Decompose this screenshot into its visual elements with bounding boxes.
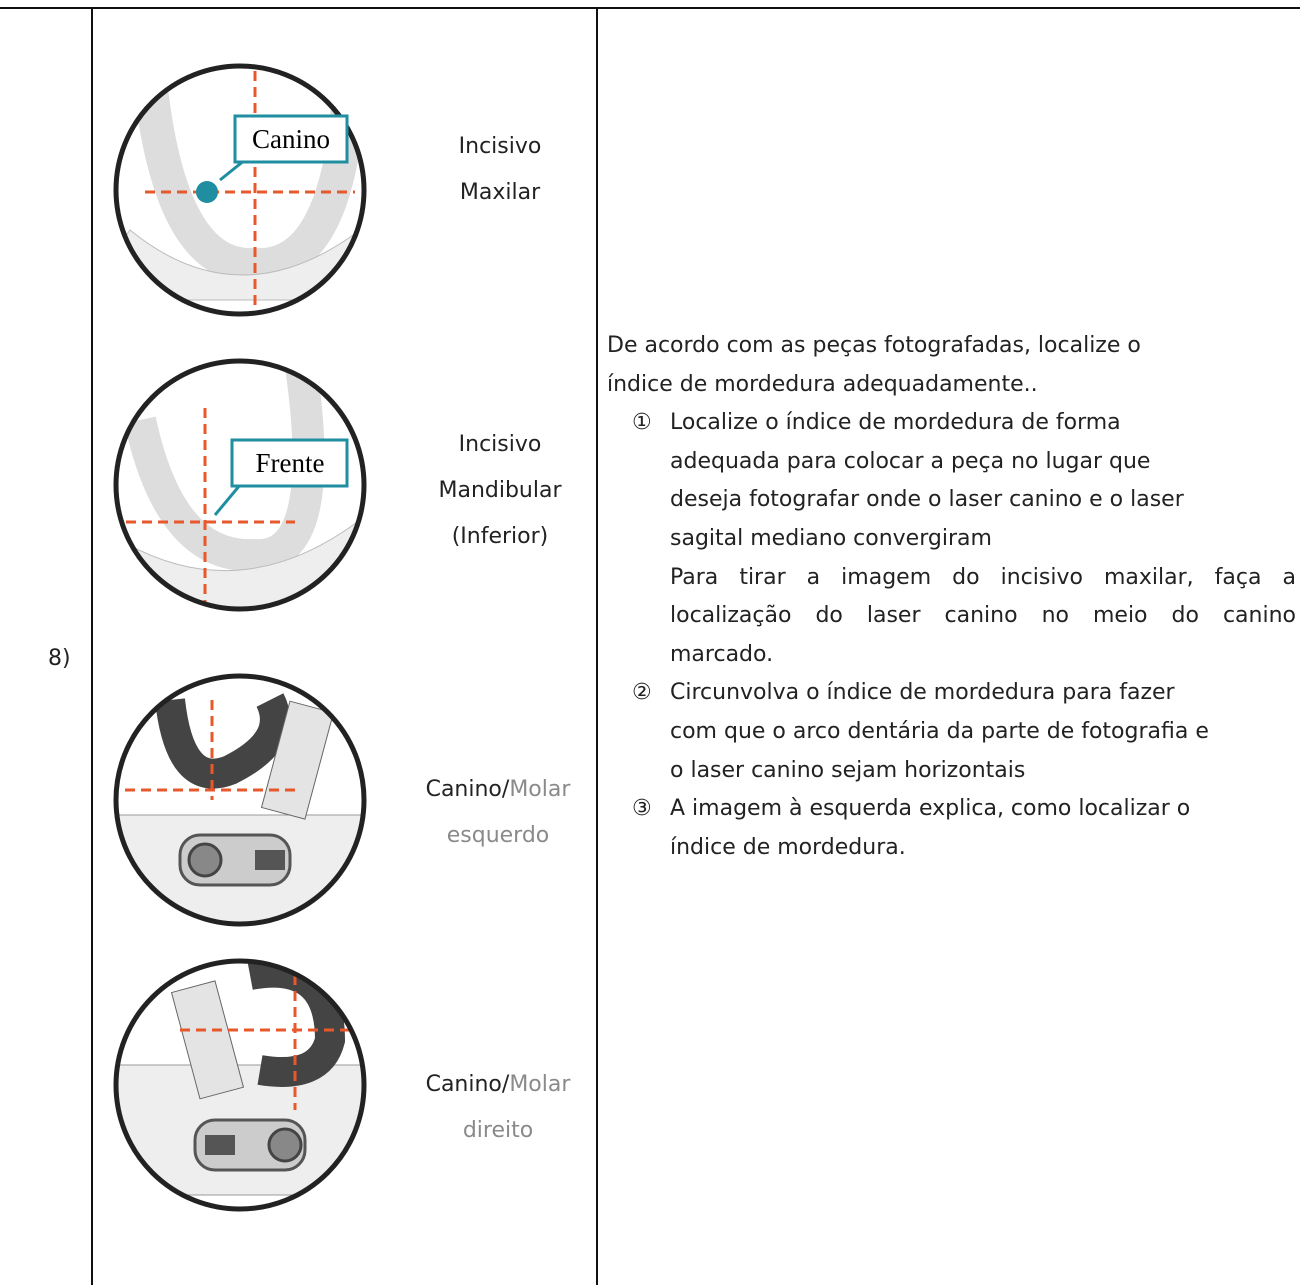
caption: Incisivo Mandibular (Inferior) [405, 422, 595, 560]
note-line: localização do laser canino no meio do c… [670, 603, 1296, 629]
left-figure [117, 693, 363, 923]
item-marker: ② [632, 680, 652, 706]
item-line: índice de mordedura. [670, 834, 906, 860]
callout: Canino [252, 124, 330, 154]
caption-part: Canino/ [425, 777, 510, 802]
maxillary-figure [117, 67, 363, 313]
caption-part: Molar [509, 777, 571, 802]
caption-line: Mandibular [438, 478, 562, 503]
item-line: sagital mediano convergiram [670, 525, 992, 551]
caption-line: Canino/Molar [398, 1062, 598, 1108]
item-line: Circunvolva o índice de mordedura para f… [670, 680, 1175, 706]
item-line: A imagem à esquerda explica, como locali… [670, 796, 1191, 822]
item-line: adequada para colocar a peça no lugar qu… [670, 448, 1151, 474]
item-marker: ③ [632, 796, 652, 822]
caption-part: Molar [509, 1072, 571, 1097]
item-marker: ① [632, 410, 652, 436]
frame [113, 63, 367, 317]
caption-line: direito [462, 1118, 534, 1143]
note-line: marcado. [670, 641, 774, 667]
caption-part: Canino/ [425, 1072, 510, 1097]
callout-box [230, 438, 349, 488]
note-line: Para tirar a imagem do incisivo maxilar,… [670, 564, 1296, 590]
callout-box [233, 114, 349, 164]
caption: Canino/Molar esquerdo [398, 767, 598, 859]
caption: Canino/Molar direito [398, 1062, 598, 1154]
instructions: De acordo com as peças fotografadas, loc… [607, 327, 1299, 867]
caption-line: Incisivo [458, 134, 542, 159]
caption-line: esquerdo [446, 823, 550, 848]
right-figure [117, 962, 363, 1196]
item-line: com que o arco dentária da parte de foto… [670, 718, 1209, 744]
frame [113, 673, 367, 927]
intro-line: índice de mordedura adequadamente.. [607, 371, 1038, 397]
caption-line: (Inferior) [451, 524, 549, 549]
caption-line: Maxilar [459, 180, 541, 205]
frame [113, 358, 367, 612]
frame [113, 958, 367, 1212]
intro-line: De acordo com as peças fotografadas, loc… [607, 333, 1141, 358]
list-item: ② Circunvolva o índice de mordedura para … [607, 674, 1299, 790]
caption-line: Incisivo [458, 432, 542, 457]
list-item: ③ A imagem à esquerda explica, como local… [607, 790, 1299, 867]
caption: Incisivo Maxilar [405, 124, 595, 216]
item-line: deseja fotografar onde o laser canino e … [670, 487, 1184, 513]
item-line: o laser canino sejam horizontais [670, 757, 1026, 783]
callout: Frente [256, 448, 325, 478]
list-item: ① Localize o índice de mordedura de forma… [607, 404, 1299, 674]
item-line: Localize o índice de mordedura de forma [670, 410, 1121, 436]
step-number: 8) [48, 646, 71, 671]
caption-line: Canino/Molar [398, 767, 598, 813]
